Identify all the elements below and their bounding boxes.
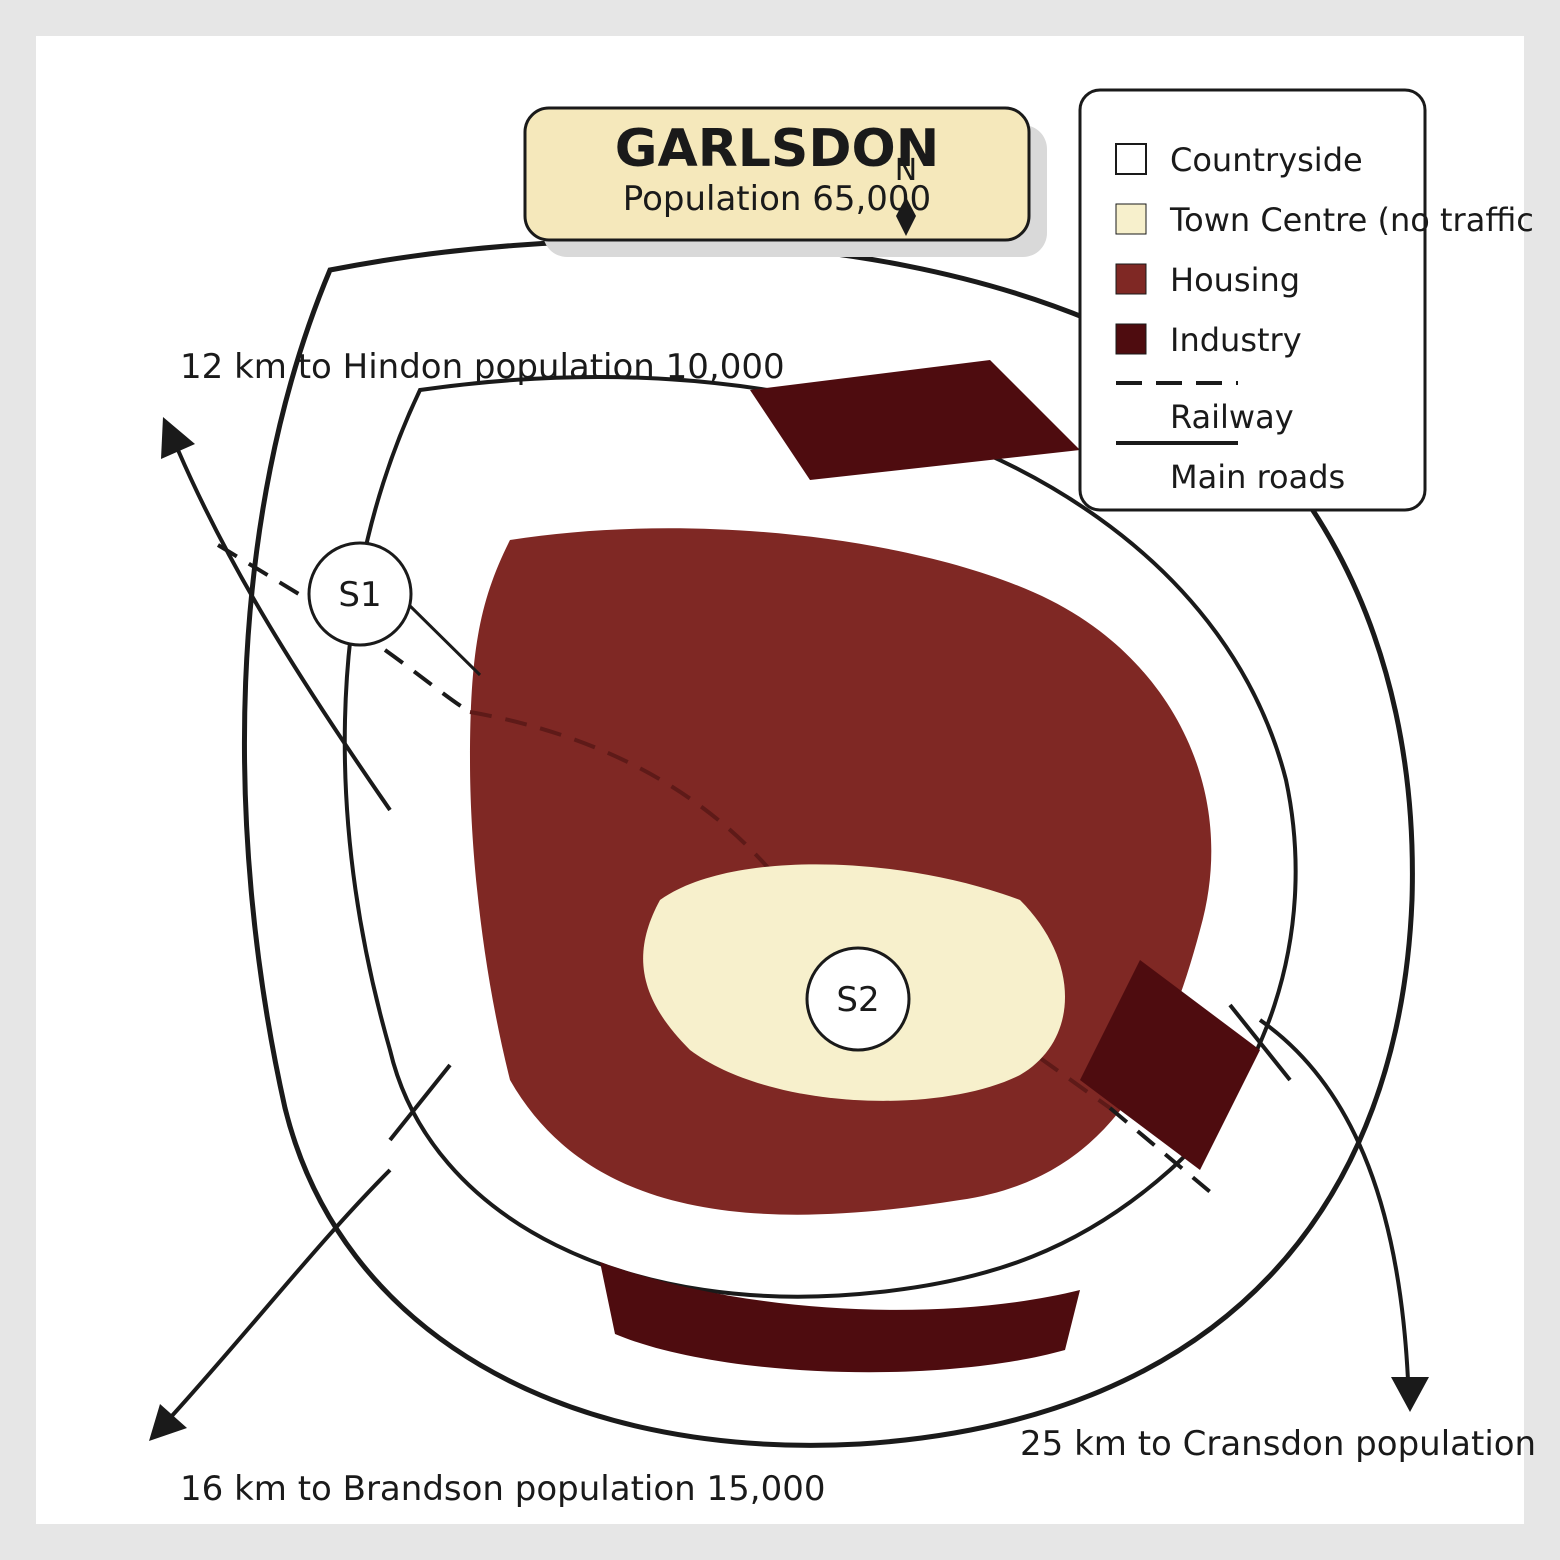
town-population: Population 65,000 (623, 179, 931, 219)
legend-swatch (1115, 323, 1147, 355)
legend-panel (1078, 88, 1427, 512)
legend-label: Railway (1170, 398, 1294, 436)
industry-area-north (750, 360, 1080, 480)
legend-label: Countryside (1170, 141, 1363, 179)
road-crossing-southwest (388, 1063, 452, 1142)
north-label: N (895, 153, 917, 188)
road-to-brandson (168, 1168, 392, 1420)
title-box: GARLSDON Population 65,000 (523, 106, 1047, 257)
legend-swatch (1115, 143, 1147, 175)
legend-swatch (1115, 263, 1147, 295)
arrow-cransdon-icon (1391, 1377, 1429, 1412)
destination-hindon: 12 km to Hindon population 10,000 (180, 347, 785, 387)
north-arrow-icon (896, 197, 916, 236)
legend-item-main-roads: Main roads (1116, 441, 1345, 496)
railway-segment-faint (469, 710, 772, 872)
town-title: GARLSDON (615, 119, 939, 179)
road-spur-s1 (402, 598, 482, 677)
destination-cransdon: 25 km to Cransdon population (1020, 1424, 1536, 1464)
industry-area-south (600, 1262, 1080, 1373)
road-to-hindon (176, 449, 392, 812)
road-crossing-east (1228, 1003, 1292, 1082)
station-s1-label: S1 (338, 575, 381, 615)
railway-line-west (216, 543, 314, 604)
road-to-cransdon (1258, 1018, 1410, 1381)
legend-swatch (1115, 203, 1147, 235)
arrow-hindon-icon (161, 417, 195, 459)
station-s2: S2 (805, 946, 911, 1052)
railway-line-east (1108, 1106, 1217, 1198)
legend-item-town-centre-no-traffic: Town Centre (no traffic (1115, 201, 1534, 239)
railway-segment-faint-east (1038, 1056, 1112, 1110)
legend-item-housing: Housing (1115, 261, 1300, 299)
north-arrow: N (895, 153, 917, 236)
destination-brandson: 16 km to Brandson population 15,000 (180, 1469, 825, 1509)
legend-item-countryside: Countryside (1115, 141, 1363, 179)
legend-label: Industry (1170, 321, 1302, 359)
legend-label: Housing (1170, 261, 1300, 299)
legend: Countryside Town Centre (no traffic Housin… (1078, 88, 1534, 512)
arrow-brandson-icon (149, 1404, 187, 1441)
legend-label: Town Centre (no traffic (1169, 201, 1534, 239)
industry-area-east (1080, 960, 1260, 1170)
railway-line-centre (383, 648, 472, 714)
legend-label: Main roads (1170, 458, 1345, 496)
legend-items: Countryside Town Centre (no traffic Housin… (1115, 141, 1534, 496)
legend-item-railway: Railway (1116, 381, 1294, 436)
station-s1: S1 (307, 541, 413, 647)
station-s2-label: S2 (836, 980, 879, 1020)
legend-item-industry: Industry (1115, 321, 1302, 359)
